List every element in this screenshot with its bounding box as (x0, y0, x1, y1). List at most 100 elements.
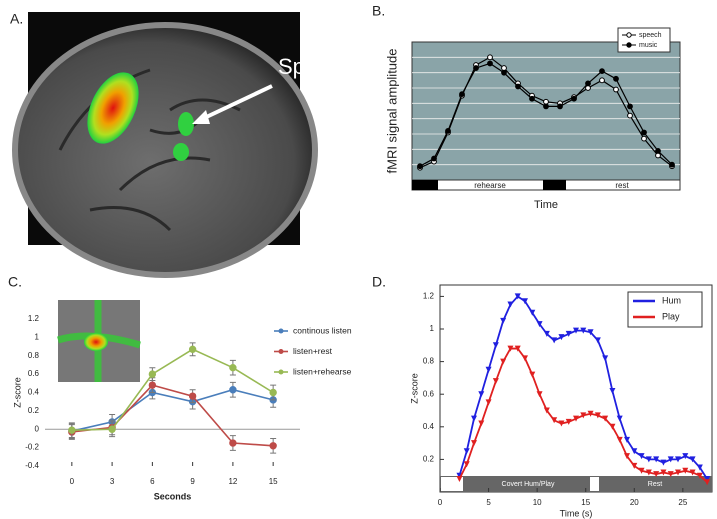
x-tick-label: 20 (630, 498, 639, 507)
legend-label: music (639, 42, 658, 49)
marker (543, 330, 550, 337)
series-line (71, 348, 274, 431)
arrow (199, 84, 273, 122)
inset-blob (84, 333, 108, 351)
marker (500, 358, 507, 365)
panel-label: A. (10, 11, 23, 27)
marker (188, 345, 197, 354)
marker (492, 378, 499, 385)
marker (459, 91, 465, 98)
phase-label: Covert Hum/Play (502, 481, 555, 488)
marker (471, 440, 477, 447)
marker (463, 461, 470, 468)
marker (573, 327, 579, 334)
marker (594, 412, 601, 419)
marker (529, 95, 535, 102)
marker (269, 388, 277, 397)
legend-marker (278, 369, 284, 375)
marker (229, 439, 237, 447)
marker (704, 475, 711, 482)
marker (624, 436, 630, 443)
marker (485, 399, 492, 406)
y-tick-label: 0 (35, 424, 40, 433)
phase-block (441, 477, 463, 491)
x-axis-label: Time (s) (560, 508, 593, 518)
activation (87, 72, 139, 144)
phase-block (543, 180, 566, 190)
marker (689, 469, 696, 476)
phase-block (412, 180, 438, 190)
legend-marker (626, 42, 632, 48)
marker (269, 442, 277, 450)
marker (536, 321, 543, 328)
marker (638, 453, 645, 460)
legend-label: Play (662, 311, 680, 321)
marker (627, 112, 633, 119)
marker (580, 412, 587, 419)
marker (487, 54, 493, 61)
marker (624, 453, 630, 460)
marker (514, 345, 521, 352)
y-tick-label: 1 (35, 332, 40, 341)
marker (148, 381, 157, 389)
marker (515, 83, 521, 90)
y-tick-label: 0.2 (28, 406, 40, 415)
marker (558, 420, 565, 427)
marker (565, 330, 572, 337)
plot-area (411, 41, 681, 181)
marker (456, 475, 463, 482)
marker (655, 147, 661, 154)
legend-marker (278, 349, 284, 354)
marker (471, 415, 477, 422)
y-tick-label: 0.8 (28, 351, 40, 360)
marker (631, 448, 638, 455)
legend-label: listen+rehearse (293, 366, 352, 376)
marker (627, 103, 633, 110)
y-tick-label: 0.2 (423, 455, 435, 464)
x-tick-label: 0 (70, 477, 75, 486)
marker (558, 334, 565, 341)
annotation: Spt (278, 54, 311, 79)
panel-label: D. (372, 274, 386, 290)
marker (609, 423, 616, 430)
series-line (71, 384, 274, 447)
marker (613, 86, 619, 93)
marker (485, 366, 492, 373)
brain (12, 22, 318, 278)
y-tick-label: 0.6 (28, 369, 40, 378)
marker (689, 456, 696, 463)
marker (585, 80, 591, 87)
y-tick-label: -0.4 (25, 461, 39, 470)
series-line (71, 388, 274, 432)
marker (557, 103, 563, 110)
marker (704, 479, 711, 486)
marker (696, 464, 703, 471)
marker (529, 371, 536, 378)
y-tick-label: 1.2 (423, 292, 435, 301)
marker (587, 410, 594, 417)
marker (602, 415, 609, 422)
marker (599, 77, 605, 84)
marker (501, 65, 507, 71)
marker (645, 456, 652, 463)
phase-block (590, 477, 599, 491)
x-axis-label: Time (534, 199, 558, 211)
marker (487, 60, 493, 67)
marker (573, 415, 579, 422)
marker (431, 155, 437, 162)
legend (617, 27, 671, 53)
marker (616, 436, 623, 443)
panel-label: B. (372, 3, 385, 19)
activation (178, 112, 194, 136)
panel-a: A. Spt (10, 11, 318, 278)
marker (445, 128, 451, 134)
marker (641, 129, 647, 136)
legend-marker (626, 32, 632, 38)
y-tick-label: -0.2 (25, 443, 39, 452)
marker (529, 309, 536, 316)
marker (675, 456, 681, 463)
x-tick-label: 15 (581, 498, 590, 507)
marker (565, 418, 572, 425)
x-tick-label: 6 (150, 477, 155, 486)
marker (68, 426, 76, 434)
